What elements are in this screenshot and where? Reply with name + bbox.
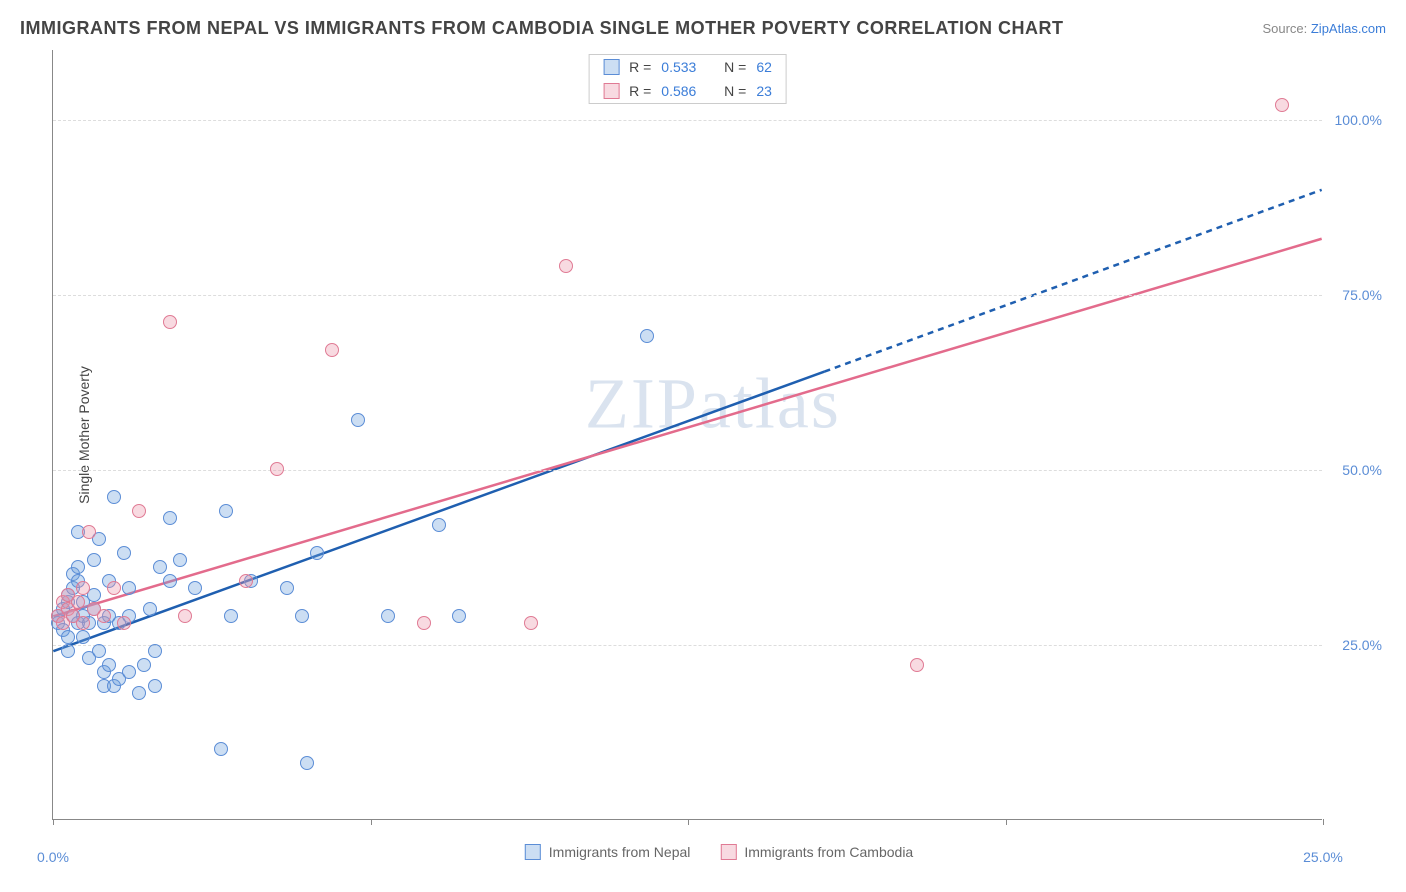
data-point bbox=[71, 595, 85, 609]
grid-line bbox=[53, 470, 1322, 471]
legend-correlation: R = 0.533 N = 62 R = 0.586 N = 23 bbox=[588, 54, 787, 104]
data-point bbox=[214, 742, 228, 756]
grid-line bbox=[53, 645, 1322, 646]
data-point bbox=[76, 630, 90, 644]
chart-title: IMMIGRANTS FROM NEPAL VS IMMIGRANTS FROM… bbox=[20, 18, 1064, 39]
data-point bbox=[163, 574, 177, 588]
data-point bbox=[148, 679, 162, 693]
grid-line bbox=[53, 120, 1322, 121]
data-point bbox=[61, 644, 75, 658]
legend-swatch bbox=[603, 83, 619, 99]
data-point bbox=[97, 609, 111, 623]
data-point bbox=[148, 644, 162, 658]
data-point bbox=[107, 490, 121, 504]
x-tick bbox=[1006, 819, 1007, 825]
data-point bbox=[432, 518, 446, 532]
data-point bbox=[559, 259, 573, 273]
legend-row: R = 0.533 N = 62 bbox=[589, 55, 786, 79]
source-label: Source: ZipAtlas.com bbox=[1262, 21, 1386, 36]
data-point bbox=[325, 343, 339, 357]
legend-series-item: Immigrants from Nepal bbox=[525, 844, 691, 860]
data-point bbox=[82, 525, 96, 539]
data-point bbox=[381, 609, 395, 623]
chart-container: Single Mother Poverty R = 0.533 N = 62 R… bbox=[52, 50, 1386, 820]
data-point bbox=[295, 609, 309, 623]
y-tick-label: 25.0% bbox=[1342, 637, 1382, 653]
data-point bbox=[122, 581, 136, 595]
legend-swatch bbox=[720, 844, 736, 860]
data-point bbox=[117, 546, 131, 560]
data-point bbox=[219, 504, 233, 518]
data-point bbox=[102, 658, 116, 672]
data-point bbox=[640, 329, 654, 343]
legend-series: Immigrants from Nepal Immigrants from Cam… bbox=[525, 844, 913, 860]
data-point bbox=[71, 560, 85, 574]
y-tick-label: 100.0% bbox=[1335, 112, 1382, 128]
x-tick-label: 0.0% bbox=[37, 849, 69, 865]
x-tick bbox=[1323, 819, 1324, 825]
y-tick-label: 75.0% bbox=[1342, 287, 1382, 303]
data-point bbox=[178, 609, 192, 623]
data-point bbox=[122, 665, 136, 679]
legend-swatch bbox=[603, 59, 619, 75]
data-point bbox=[1275, 98, 1289, 112]
data-point bbox=[87, 553, 101, 567]
data-point bbox=[92, 644, 106, 658]
data-point bbox=[239, 574, 253, 588]
x-tick-label: 25.0% bbox=[1303, 849, 1343, 865]
data-point bbox=[351, 413, 365, 427]
data-point bbox=[310, 546, 324, 560]
x-tick bbox=[688, 819, 689, 825]
data-point bbox=[132, 504, 146, 518]
data-point bbox=[137, 658, 151, 672]
data-point bbox=[188, 581, 202, 595]
y-tick-label: 50.0% bbox=[1342, 462, 1382, 478]
data-point bbox=[173, 553, 187, 567]
data-point bbox=[910, 658, 924, 672]
data-point bbox=[224, 609, 238, 623]
data-point bbox=[153, 560, 167, 574]
data-point bbox=[117, 616, 131, 630]
data-point bbox=[452, 609, 466, 623]
data-point bbox=[280, 581, 294, 595]
data-point bbox=[417, 616, 431, 630]
source-link[interactable]: ZipAtlas.com bbox=[1311, 21, 1386, 36]
trend-lines bbox=[53, 50, 1322, 819]
data-point bbox=[143, 602, 157, 616]
data-point bbox=[76, 616, 90, 630]
x-tick bbox=[371, 819, 372, 825]
data-point bbox=[524, 616, 538, 630]
plot-area: Single Mother Poverty R = 0.533 N = 62 R… bbox=[52, 50, 1322, 820]
data-point bbox=[61, 630, 75, 644]
data-point bbox=[132, 686, 146, 700]
grid-line bbox=[53, 295, 1322, 296]
legend-swatch bbox=[525, 844, 541, 860]
data-point bbox=[300, 756, 314, 770]
data-point bbox=[107, 581, 121, 595]
x-tick bbox=[53, 819, 54, 825]
legend-row: R = 0.586 N = 23 bbox=[589, 79, 786, 103]
data-point bbox=[163, 315, 177, 329]
data-point bbox=[270, 462, 284, 476]
data-point bbox=[76, 581, 90, 595]
data-point bbox=[163, 511, 177, 525]
legend-series-item: Immigrants from Cambodia bbox=[720, 844, 913, 860]
